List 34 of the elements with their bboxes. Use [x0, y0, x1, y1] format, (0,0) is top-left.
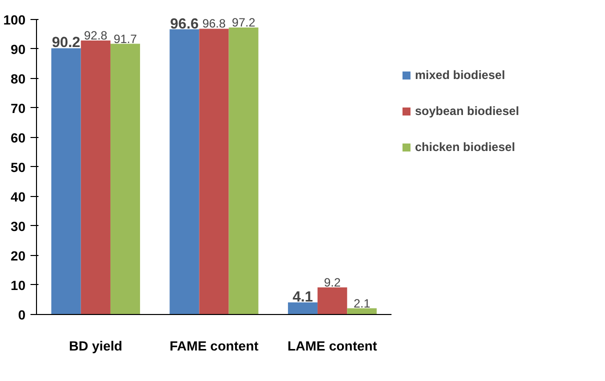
- data-label: 92.8: [84, 28, 108, 43]
- bar: [80, 40, 110, 314]
- bar: [199, 28, 229, 314]
- y-tick-label: 50: [10, 160, 26, 175]
- data-label: 4.1: [292, 289, 313, 306]
- y-tick-label: 40: [10, 189, 26, 204]
- bar: [318, 287, 348, 314]
- data-label: 90.2: [52, 35, 80, 52]
- x-tick-label: LAME content: [288, 338, 378, 354]
- y-tick-label: 10: [10, 278, 26, 293]
- bar: [170, 29, 200, 314]
- y-tick-label: 100: [3, 12, 26, 28]
- y-tick-label: 90: [10, 42, 26, 57]
- bar: [288, 302, 318, 314]
- y-tick-label: 80: [10, 71, 26, 86]
- data-label: 96.8: [202, 16, 226, 31]
- data-label: 9.2: [324, 275, 341, 290]
- bar: [228, 28, 258, 314]
- x-tick-label: BD yield: [69, 338, 122, 354]
- bar: [110, 44, 140, 314]
- bar: [51, 48, 81, 314]
- y-tick-label: 20: [10, 248, 26, 264]
- legend-label: chicken biodiesel: [415, 140, 516, 154]
- y-tick-label: 0: [18, 308, 26, 322]
- data-label: 96.6: [170, 16, 199, 32]
- data-label: 91.7: [114, 32, 138, 46]
- legend-label: mixed biodiesel: [415, 68, 506, 82]
- x-tick-label: FAME content: [170, 338, 259, 354]
- y-tick-label: 60: [10, 130, 26, 146]
- data-label: 97.2: [232, 16, 256, 30]
- y-tick-label: 30: [10, 218, 26, 234]
- y-tick-label: 70: [10, 100, 26, 116]
- legend-label: soybean biodiesel: [415, 104, 520, 118]
- data-label: 2.1: [354, 296, 371, 310]
